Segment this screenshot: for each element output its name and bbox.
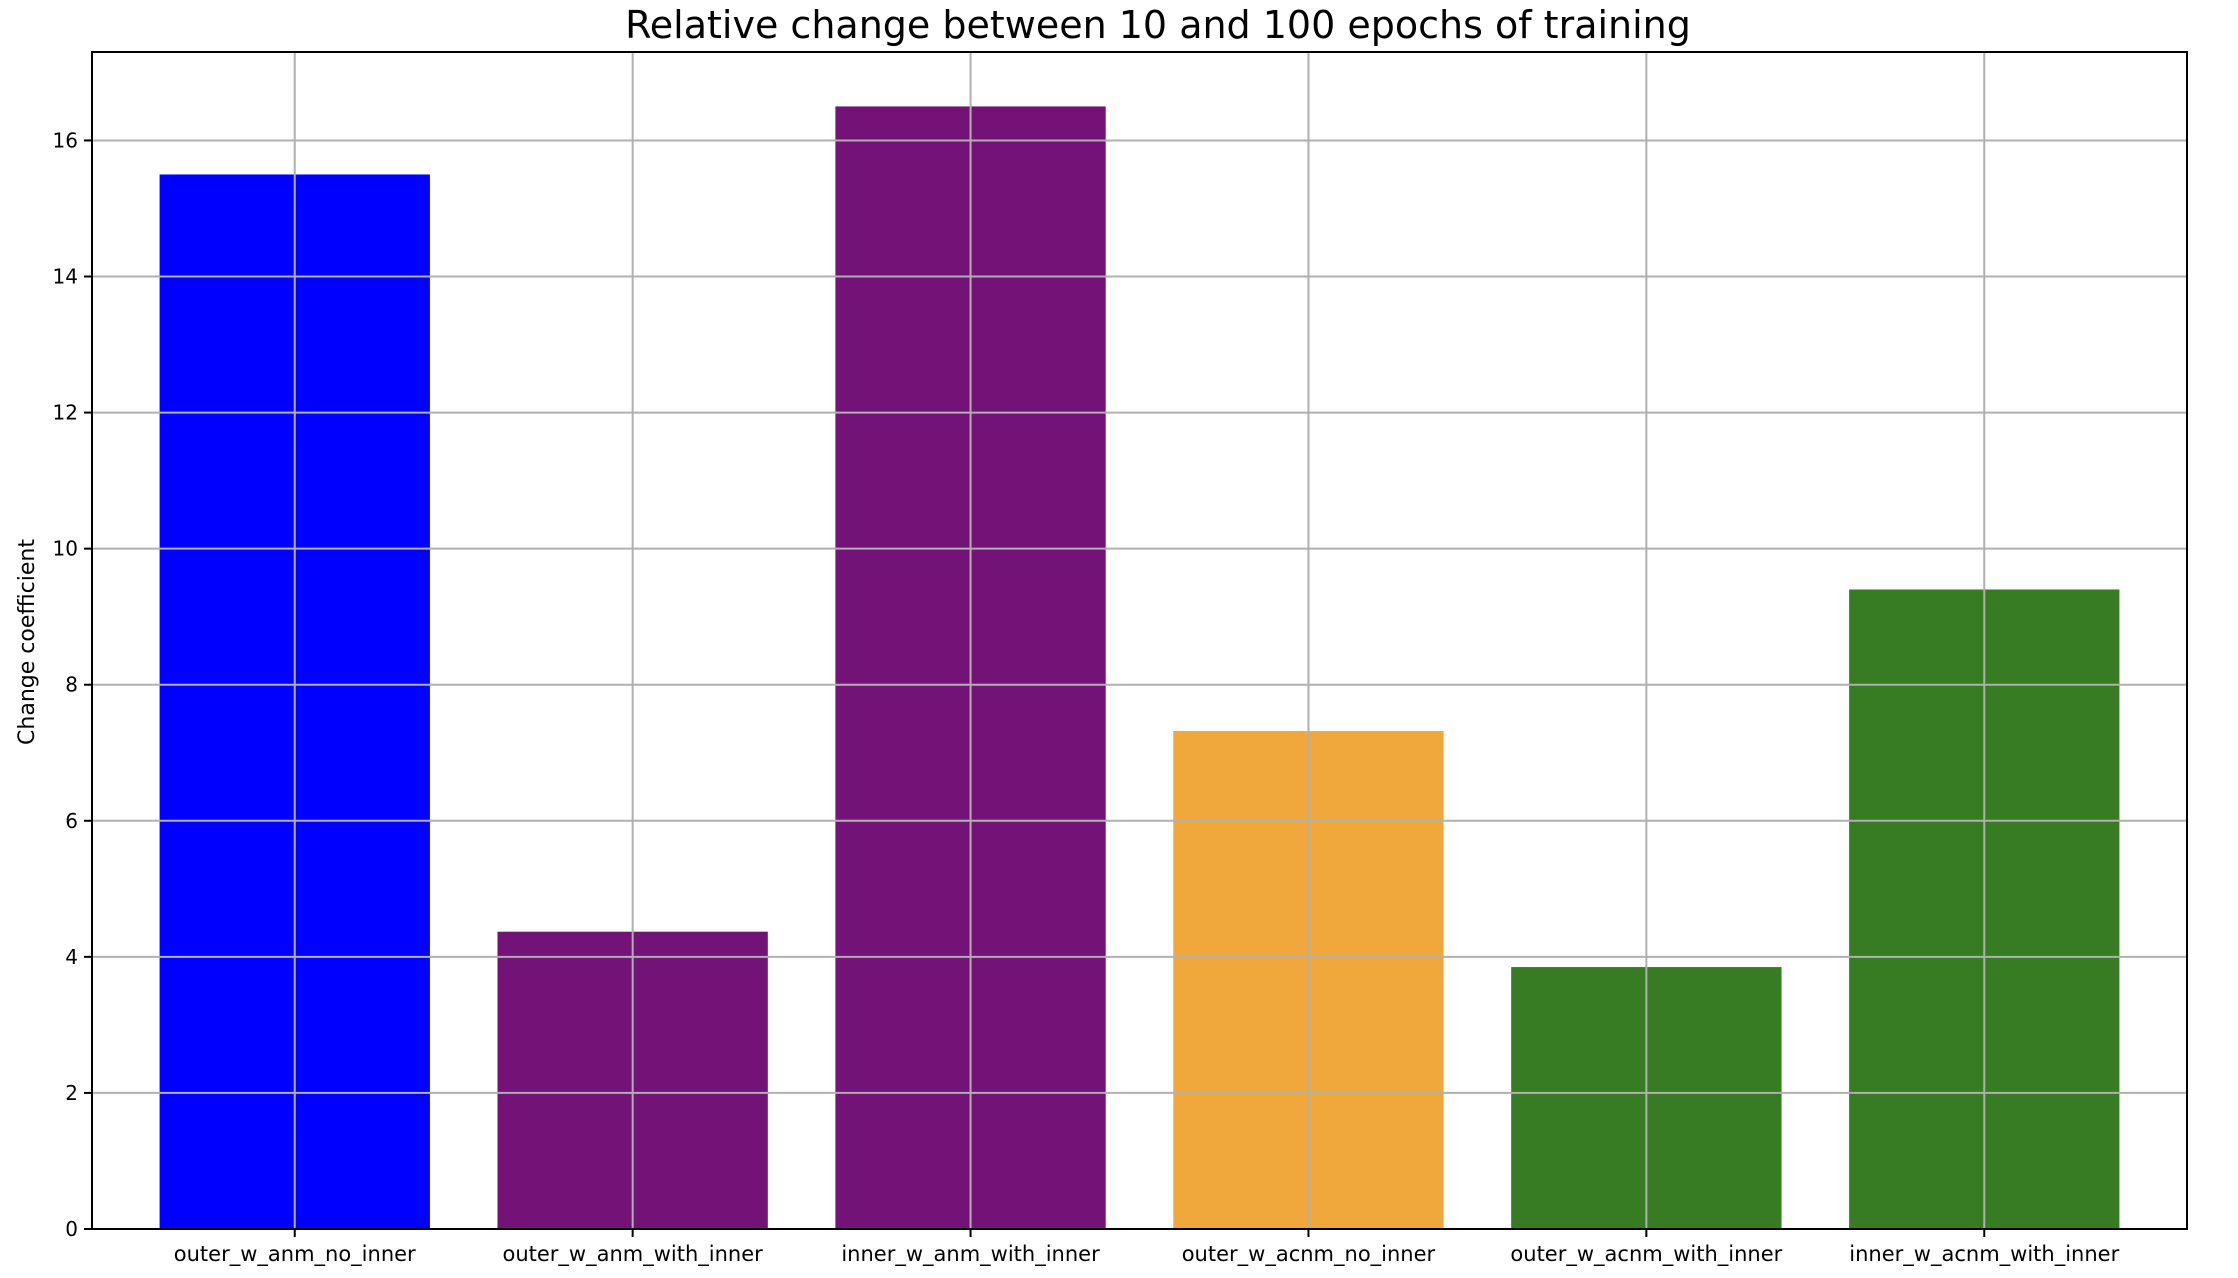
y-tick-label: 12 bbox=[53, 401, 78, 425]
ticks-layer: 0 2 4 6 8 10 12 14 16 outer_w_anm_no_inner outer_w… bbox=[53, 128, 2120, 1267]
y-tick-label: 4 bbox=[65, 945, 78, 969]
x-tick-label: outer_w_anm_with_inner bbox=[502, 1242, 763, 1267]
chart-title: Relative change between 10 and 100 epoch… bbox=[625, 3, 1691, 47]
plot-frame bbox=[91, 51, 2188, 1230]
x-tick-label: outer_w_acnm_with_inner bbox=[1510, 1242, 1782, 1267]
y-tick-label: 0 bbox=[65, 1217, 78, 1241]
y-axis-label: Change coefficient bbox=[15, 539, 40, 745]
y-tick-label: 16 bbox=[53, 128, 78, 152]
x-tick-label: outer_w_acnm_no_inner bbox=[1182, 1242, 1436, 1267]
y-tick-label: 6 bbox=[65, 809, 78, 833]
x-tick-label: inner_w_acnm_with_inner bbox=[1849, 1242, 2119, 1267]
y-tick-label: 2 bbox=[65, 1081, 78, 1105]
y-tick-label: 10 bbox=[53, 537, 78, 561]
y-tick-label: 14 bbox=[53, 265, 78, 289]
y-tick-label: 8 bbox=[65, 673, 78, 697]
x-tick-label: inner_w_anm_with_inner bbox=[841, 1242, 1100, 1267]
x-tick-label: outer_w_anm_no_inner bbox=[174, 1242, 416, 1267]
